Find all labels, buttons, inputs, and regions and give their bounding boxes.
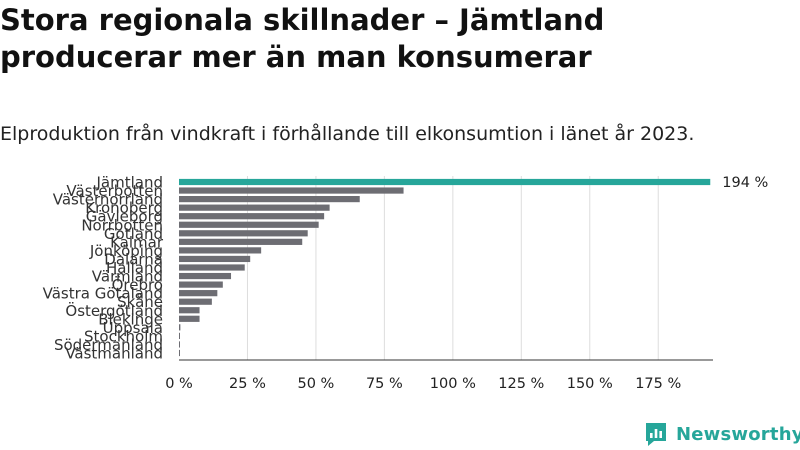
x-tick-label: 75 %	[366, 376, 403, 392]
category-label: Blekinge	[98, 310, 163, 328]
category-label: Västra Götaland	[43, 285, 163, 303]
bar-örebro	[179, 281, 223, 288]
data-label: 194 %	[722, 175, 768, 191]
bar-halland	[179, 264, 245, 271]
x-tick-label: 25 %	[229, 376, 266, 392]
x-tick-label: 50 %	[298, 376, 335, 392]
category-label: Västmanland	[65, 345, 163, 363]
bar-östergötland	[179, 307, 200, 314]
category-label: Västernorrland	[53, 191, 163, 209]
chart-subtitle: Elproduktion från vindkraft i förhålland…	[0, 123, 695, 145]
category-label: Skåne	[117, 293, 163, 311]
bar-södermanland	[179, 341, 180, 348]
bar-jönköping	[179, 247, 262, 254]
category-label: Jönköping	[89, 242, 163, 260]
category-label: Kronoberg	[85, 199, 163, 217]
category-label: Värmland	[92, 268, 163, 286]
category-label: Gotland	[104, 225, 163, 243]
bar-dalarna	[179, 255, 251, 263]
category-label: Södermanland	[54, 336, 163, 354]
bar-gotland	[179, 230, 308, 237]
data-labels: 194 %	[722, 175, 768, 191]
category-label: Dalarna	[104, 250, 163, 268]
bar-blekinge	[179, 315, 200, 322]
category-label: Östergötland	[65, 301, 163, 320]
bar-norrbotten	[179, 221, 319, 228]
x-tick-label: 150 %	[567, 376, 613, 392]
bar-västerbotten	[179, 187, 404, 194]
bars	[179, 178, 711, 357]
category-label: Västerbotten	[66, 182, 163, 200]
x-tick-label: 125 %	[498, 376, 544, 392]
bar-värmland	[179, 272, 232, 280]
brand[interactable]: Newsworthy	[644, 420, 800, 448]
bar-kalmar	[179, 238, 303, 245]
category-label: Halland	[106, 259, 163, 277]
bar-stockholm	[179, 332, 180, 339]
x-tick-label: 175 %	[635, 376, 681, 392]
bar-kronoberg	[179, 204, 330, 211]
grid-lines	[246, 176, 659, 360]
category-label: Gävleborg	[86, 208, 163, 226]
x-tick-label: 0 %	[165, 376, 193, 392]
category-label: Örebro	[112, 275, 163, 294]
x-tick-label: 100 %	[430, 376, 476, 392]
bar-skåne	[179, 298, 212, 305]
category-label: Uppsala	[103, 319, 163, 337]
category-label: Stockholm	[84, 327, 163, 345]
category-label: Jämtland	[96, 174, 164, 192]
bar-västmanland	[179, 349, 180, 357]
brand-name: Newsworthy	[676, 423, 800, 445]
newsworthy-logo-icon	[646, 423, 666, 446]
category-label: Kalmar	[110, 233, 164, 251]
bar-jämtland	[179, 178, 711, 186]
bar-västernorrland	[179, 196, 360, 203]
bar-gävleborg	[179, 213, 325, 220]
category-label: Norrbotten	[81, 216, 163, 234]
category-labels: JämtlandVästerbottenVästernorrlandKronob…	[43, 174, 164, 363]
chart-title: Stora regionala skillnader – Jämtland pr…	[0, 3, 605, 74]
x-axis-ticks: 0 % 25 % 50 % 75 % 100 % 125 % 150 % 175 %	[165, 376, 681, 392]
bar-västra-götaland	[179, 290, 218, 297]
bar-uppsala	[179, 324, 181, 331]
